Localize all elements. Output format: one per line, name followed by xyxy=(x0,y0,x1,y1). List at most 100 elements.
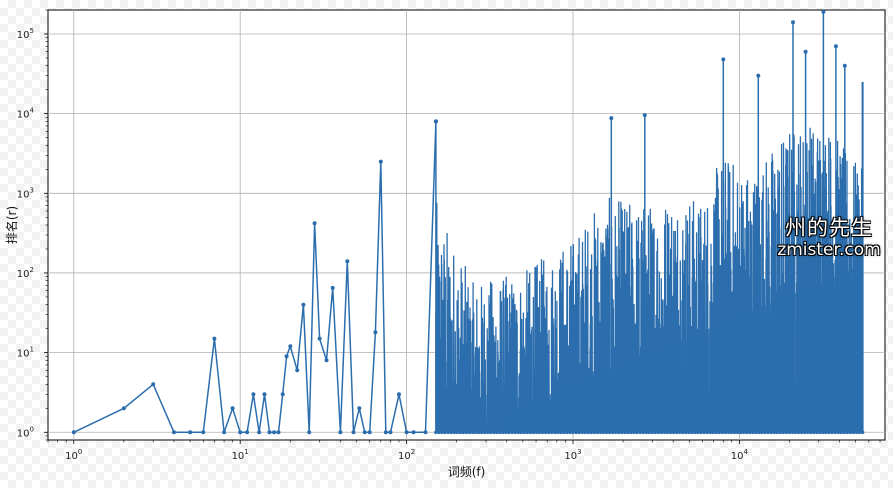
baseline-point xyxy=(562,430,566,435)
watermark: 州的先生 zmister.com xyxy=(770,218,888,259)
baseline-point xyxy=(531,430,536,435)
baseline-point xyxy=(504,430,508,435)
series-line xyxy=(73,121,437,434)
baseline-point xyxy=(434,430,438,435)
data-point xyxy=(230,406,235,411)
baseline-point xyxy=(681,430,685,435)
baseline-point xyxy=(528,430,533,435)
baseline-point xyxy=(699,430,703,435)
y-axis-label: 排名(r) xyxy=(4,206,19,244)
baseline-point xyxy=(793,430,798,435)
baseline-point xyxy=(577,430,581,435)
baseline-point xyxy=(729,430,734,435)
baseline-point xyxy=(687,430,691,435)
data-point xyxy=(257,430,262,435)
data-point xyxy=(388,430,393,435)
baseline-point xyxy=(738,430,743,435)
data-point xyxy=(251,392,256,397)
baseline-point xyxy=(787,430,792,435)
data-point xyxy=(245,430,250,435)
data-point xyxy=(151,382,156,387)
data-point xyxy=(212,336,217,341)
data-point xyxy=(267,430,272,435)
data-point xyxy=(383,430,388,435)
baseline-point xyxy=(720,430,725,435)
baseline-point xyxy=(546,430,551,435)
baseline-point xyxy=(580,430,584,435)
baseline-point xyxy=(492,430,496,435)
baseline-point xyxy=(482,430,487,435)
data-point xyxy=(238,430,243,435)
baseline-point xyxy=(626,430,630,435)
baseline-point xyxy=(488,430,493,435)
baseline-point xyxy=(635,430,639,435)
baseline-point xyxy=(553,430,557,435)
baseline-point xyxy=(809,430,813,435)
x-axis-label: 词频(f) xyxy=(448,465,486,479)
baseline-point xyxy=(525,430,530,435)
baseline-point xyxy=(848,430,853,435)
baseline-point xyxy=(638,430,642,435)
baseline-point xyxy=(754,430,758,435)
baseline-point xyxy=(534,430,539,435)
baseline-point xyxy=(677,430,682,435)
baseline-point xyxy=(571,430,575,435)
baseline-point xyxy=(467,430,472,435)
tick-labels: 100 101 102 103 104 100 101 102 103 104 105 xyxy=(17,27,749,462)
baseline-point xyxy=(726,430,731,435)
baseline-point xyxy=(842,430,847,435)
spike-point xyxy=(609,116,614,121)
baseline-point xyxy=(495,430,499,435)
baseline-point xyxy=(708,430,712,435)
baseline-point xyxy=(641,430,645,435)
baseline-point xyxy=(857,430,862,435)
baseline-point xyxy=(455,430,460,435)
y-tick-label: 103 xyxy=(17,186,34,200)
data-point xyxy=(351,430,356,435)
baseline-point xyxy=(519,430,523,435)
spike-point xyxy=(833,44,838,49)
y-tick-label: 105 xyxy=(17,27,34,41)
data-point xyxy=(423,430,428,435)
dense-region-fill xyxy=(506,265,863,433)
spike-point xyxy=(756,73,761,78)
baseline-point xyxy=(757,430,761,435)
spike-point xyxy=(821,9,826,14)
baseline-point xyxy=(854,430,859,435)
baseline-point xyxy=(851,430,856,435)
baseline-point xyxy=(485,430,490,435)
baseline-point xyxy=(717,430,722,435)
data-point xyxy=(330,285,335,290)
baseline-point xyxy=(827,430,831,435)
baseline-point xyxy=(604,430,609,435)
data-point xyxy=(378,159,383,164)
baseline-point xyxy=(620,430,624,435)
data-point xyxy=(201,430,206,435)
baseline-point xyxy=(653,430,658,435)
baseline-point xyxy=(559,430,563,435)
baseline-point xyxy=(583,430,587,435)
x-tick-label: 101 xyxy=(232,448,249,462)
baseline-point xyxy=(650,430,655,435)
data-point xyxy=(373,330,378,335)
baseline-point xyxy=(598,430,603,435)
baseline-point xyxy=(751,430,755,435)
baseline-point xyxy=(775,430,779,435)
baseline-point xyxy=(501,430,505,435)
baseline-point xyxy=(839,430,844,435)
baseline-point xyxy=(443,430,447,435)
baseline-point xyxy=(845,430,850,435)
baseline-point xyxy=(446,430,450,435)
baseline-point xyxy=(824,430,828,435)
data-point xyxy=(295,368,300,373)
baseline-point xyxy=(507,430,511,435)
baseline-point xyxy=(790,430,795,435)
y-tick-label: 100 xyxy=(17,425,34,439)
y-tick-label: 101 xyxy=(17,346,34,360)
data-point xyxy=(276,430,281,435)
watermark-site: zmister.com xyxy=(777,240,881,260)
data-point xyxy=(172,430,176,435)
baseline-point xyxy=(830,430,834,435)
